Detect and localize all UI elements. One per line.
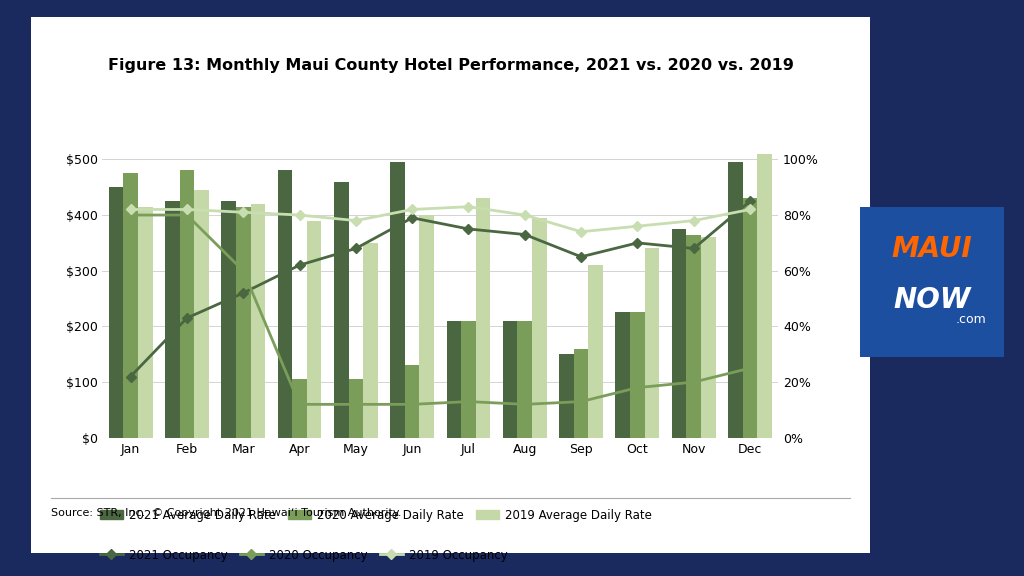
Text: NOW: NOW: [893, 286, 971, 314]
Bar: [292, 380, 307, 438]
Bar: [461, 321, 476, 438]
Bar: [109, 187, 123, 438]
Bar: [630, 312, 645, 438]
Bar: [165, 201, 179, 438]
Bar: [420, 215, 434, 438]
Bar: [728, 162, 742, 438]
Bar: [476, 198, 490, 438]
Bar: [686, 234, 701, 438]
Bar: [236, 207, 251, 438]
Legend: 2021 Occupancy, 2020 Occupancy, 2019 Occupancy: 2021 Occupancy, 2020 Occupancy, 2019 Occ…: [95, 544, 512, 566]
Bar: [390, 162, 404, 438]
Bar: [573, 348, 589, 438]
Bar: [742, 198, 758, 438]
Bar: [195, 190, 209, 438]
Bar: [221, 201, 236, 438]
Bar: [532, 218, 547, 438]
Bar: [503, 321, 517, 438]
Bar: [404, 365, 420, 438]
Bar: [446, 321, 461, 438]
Bar: [251, 204, 265, 438]
Bar: [758, 154, 772, 438]
Bar: [278, 170, 292, 438]
Bar: [334, 181, 348, 438]
Bar: [701, 237, 716, 438]
Bar: [179, 170, 195, 438]
Bar: [615, 312, 630, 438]
Bar: [138, 207, 153, 438]
Bar: [672, 229, 686, 438]
Text: Source: STR, Inc.  © Copyright 2021 Hawaiʻi Tourism Authority.: Source: STR, Inc. © Copyright 2021 Hawai…: [51, 509, 401, 518]
Bar: [645, 248, 659, 438]
Bar: [307, 221, 322, 438]
Text: MAUI: MAUI: [892, 235, 972, 263]
Bar: [589, 265, 603, 438]
Bar: [364, 243, 378, 438]
Bar: [348, 380, 364, 438]
Bar: [123, 173, 138, 438]
Bar: [517, 321, 532, 438]
Bar: [559, 354, 573, 438]
Text: Figure 13: Monthly Maui County Hotel Performance, 2021 vs. 2020 vs. 2019: Figure 13: Monthly Maui County Hotel Per…: [108, 58, 794, 73]
Text: .com: .com: [955, 313, 986, 326]
